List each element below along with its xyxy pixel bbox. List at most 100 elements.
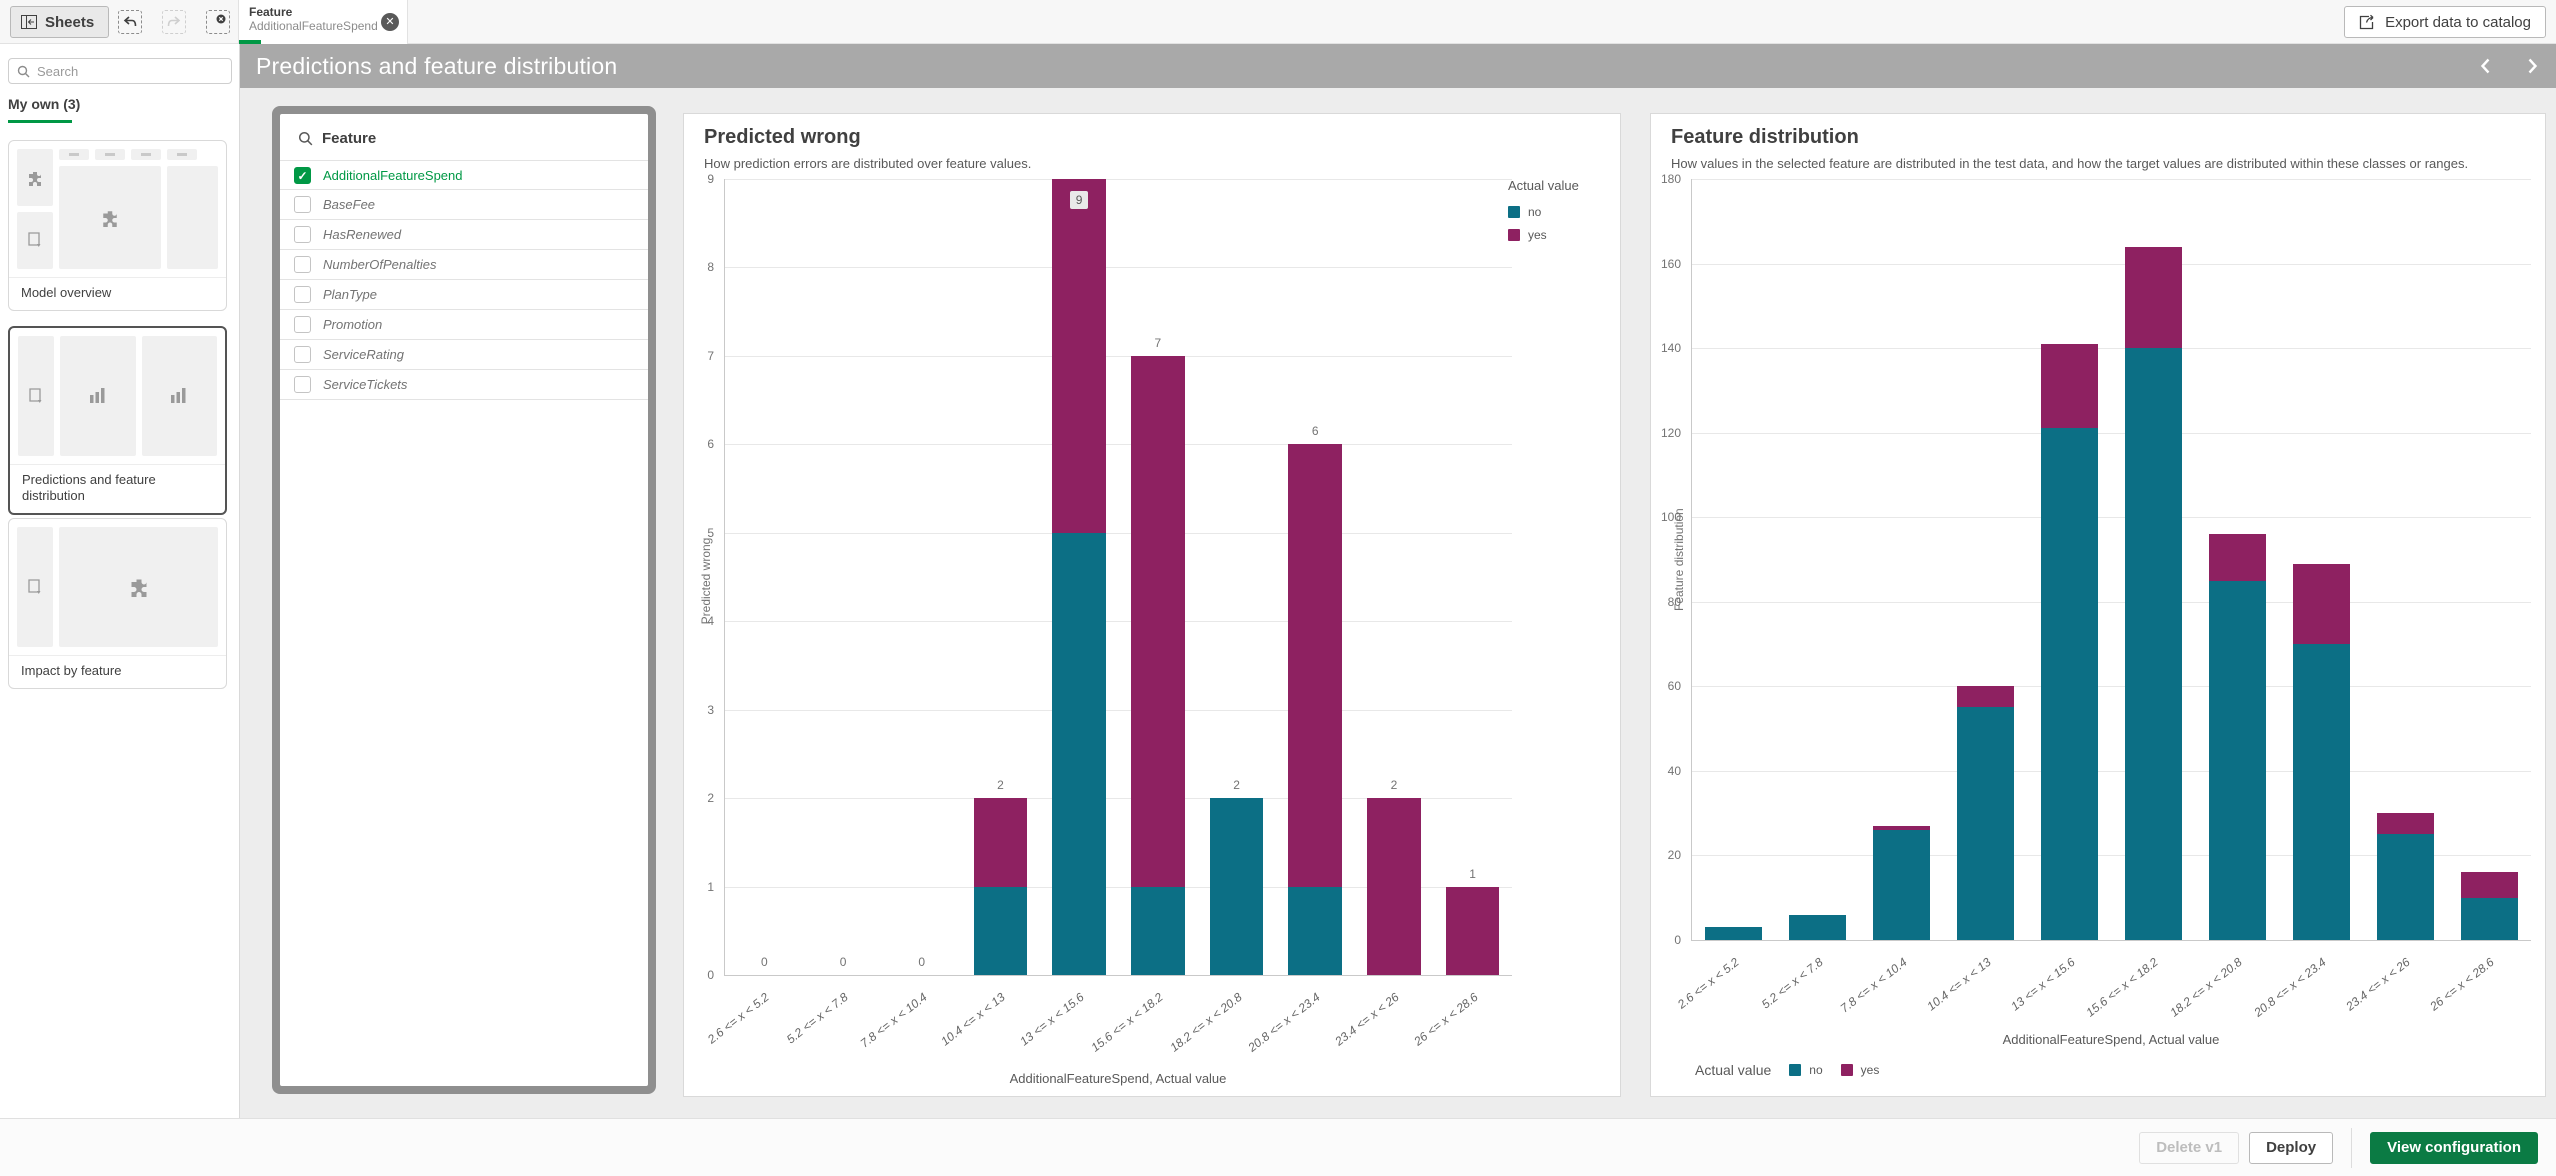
- bar-segment-yes[interactable]: [1957, 686, 2015, 708]
- bar-segment-no[interactable]: [1705, 927, 1763, 940]
- delete-version-button[interactable]: Delete v1: [2139, 1131, 2240, 1164]
- bar-segment-no[interactable]: [2041, 428, 2099, 940]
- bar-segment-no[interactable]: [1131, 886, 1185, 975]
- sheets-button-label: Sheets: [45, 13, 95, 31]
- export-data-button[interactable]: Export data to catalog: [2344, 6, 2546, 38]
- feature-item[interactable]: HasRenewed: [280, 220, 648, 250]
- sheet-thumbnail: [9, 519, 226, 655]
- feature-item[interactable]: ServiceTickets: [280, 370, 648, 400]
- bar-segment-no[interactable]: [2460, 897, 2518, 940]
- feature-item-label: ServiceTickets: [323, 377, 408, 392]
- feature-distribution-chart: Feature distribution How values in the s…: [1650, 113, 2546, 1097]
- legend-item-no[interactable]: no: [1508, 205, 1604, 219]
- sheets-button[interactable]: Sheets: [10, 6, 110, 38]
- step-forward-selection-icon[interactable]: [162, 10, 186, 34]
- bar-segment-yes[interactable]: [1052, 179, 1106, 533]
- y-tick-label: 1: [707, 879, 714, 894]
- bar-segment-no[interactable]: [2208, 580, 2266, 940]
- checkbox[interactable]: [294, 256, 311, 273]
- gridline: [1692, 601, 2531, 603]
- bar-segment-yes[interactable]: [1873, 825, 1931, 831]
- sheet-card-predictions[interactable]: Predictions and feature distribution: [8, 326, 227, 515]
- bar-segment-no[interactable]: [1873, 830, 1931, 940]
- checkbox[interactable]: ✓: [294, 166, 311, 184]
- view-configuration-button[interactable]: View configuration: [2370, 1131, 2538, 1164]
- bar-segment-yes[interactable]: [2292, 563, 2350, 645]
- checkbox[interactable]: [294, 376, 311, 393]
- selection-ratio-bar: [239, 40, 261, 44]
- checkbox[interactable]: [294, 316, 311, 333]
- deploy-button[interactable]: Deploy: [2249, 1131, 2334, 1164]
- feature-item[interactable]: Promotion: [280, 310, 648, 340]
- selection-tab-feature[interactable]: Feature AdditionalFeatureSpend ✕: [238, 0, 408, 44]
- search-icon[interactable]: [298, 131, 313, 146]
- x-axis-labels: 2.6 <= x < 5.2 5.2 <= x < 7.8 7.8 <= x < 1…: [705, 976, 1512, 1086]
- bar-segment-no[interactable]: [1957, 707, 2015, 940]
- bar-segment-yes[interactable]: [2124, 246, 2182, 349]
- sheet-card-impact[interactable]: Impact by feature: [8, 518, 227, 689]
- filter-icon: [17, 527, 53, 647]
- chevron-left-icon[interactable]: [2476, 56, 2496, 76]
- chart-legend: Actual value no yes: [1695, 1062, 1879, 1078]
- bar-segment-yes[interactable]: [2460, 872, 2518, 898]
- sheet-card-label: Impact by feature: [9, 655, 226, 688]
- y-tick-label: 60: [1667, 679, 1681, 694]
- bar-segment-no[interactable]: [1052, 532, 1106, 975]
- bar-segment-no[interactable]: [1288, 886, 1342, 975]
- bar-total-label: 0: [918, 955, 926, 969]
- y-axis-ticks: 0 20 40 60 80 100 120 140 160 180: [1651, 172, 1685, 947]
- bar-segment-yes[interactable]: [973, 798, 1028, 887]
- legend-item-no[interactable]: no: [1789, 1063, 1823, 1077]
- bar-total-label: 0: [839, 955, 847, 969]
- bar-segment-no[interactable]: [2376, 834, 2434, 940]
- bar-segment-yes[interactable]: [1445, 886, 1500, 975]
- bar-segment-no[interactable]: [2292, 644, 2350, 940]
- feature-item[interactable]: ServiceRating: [280, 340, 648, 370]
- sheet-search[interactable]: [8, 58, 232, 84]
- bar-segment-yes[interactable]: [1131, 355, 1185, 887]
- bar-segment-yes[interactable]: [2376, 813, 2434, 835]
- checkbox[interactable]: [294, 286, 311, 303]
- feature-item[interactable]: ✓ AdditionalFeatureSpend: [280, 160, 648, 190]
- bar-segment-no[interactable]: [1209, 798, 1264, 975]
- y-tick-label: 3: [707, 702, 714, 717]
- bar-segment-no[interactable]: [2124, 348, 2182, 940]
- sheets-icon: [21, 15, 37, 29]
- gridline: [725, 267, 1512, 269]
- selection-field-name: Feature: [249, 5, 293, 19]
- sheet-card-model-overview[interactable]: Model overview: [8, 140, 227, 311]
- chevron-right-icon[interactable]: [2522, 56, 2542, 76]
- y-tick-label: 6: [707, 437, 714, 452]
- sheet-thumbnail: [10, 328, 225, 464]
- gridline: [725, 355, 1512, 357]
- legend-item-yes[interactable]: yes: [1508, 228, 1604, 242]
- tab-my-own[interactable]: My own (3): [8, 96, 81, 112]
- gridline: [1692, 179, 2531, 180]
- bar-segment-yes[interactable]: [2208, 534, 2266, 581]
- bar-segment-yes[interactable]: [1367, 798, 1421, 975]
- checkbox[interactable]: [294, 346, 311, 363]
- gridline: [725, 444, 1512, 446]
- close-icon[interactable]: ✕: [381, 13, 399, 31]
- y-tick-label: 2: [707, 791, 714, 806]
- sheets-sidebar: My own (3): [0, 44, 240, 1118]
- bar-segment-no[interactable]: [1789, 914, 1847, 940]
- clear-selections-icon[interactable]: [206, 10, 230, 34]
- y-tick-label: 0: [707, 968, 714, 982]
- checkbox[interactable]: [294, 226, 311, 243]
- bar-segment-yes[interactable]: [2041, 343, 2099, 429]
- legend-item-yes[interactable]: yes: [1840, 1063, 1879, 1077]
- feature-panel-title: Feature: [322, 130, 377, 147]
- sheet-thumbnail: [9, 141, 226, 277]
- gridline: [1692, 348, 2531, 350]
- checkbox[interactable]: [294, 196, 311, 213]
- feature-item[interactable]: BaseFee: [280, 190, 648, 220]
- search-input[interactable]: [37, 63, 223, 79]
- filter-icon: [18, 336, 54, 456]
- feature-item[interactable]: NumberOfPenalties: [280, 250, 648, 280]
- feature-item[interactable]: PlanType: [280, 280, 648, 310]
- bar-segment-yes[interactable]: [1288, 444, 1342, 887]
- step-back-selection-icon[interactable]: [118, 10, 142, 34]
- y-tick-label: 7: [707, 348, 714, 363]
- bar-segment-no[interactable]: [973, 886, 1028, 975]
